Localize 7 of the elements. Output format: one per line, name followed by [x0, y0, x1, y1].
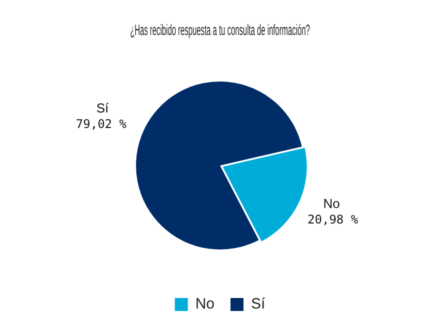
legend-label: No [195, 296, 215, 313]
data-label: 20,98 % [308, 212, 359, 226]
slice-label: No [323, 196, 340, 211]
data-label: 79,02 % [76, 116, 128, 131]
slice-label: Sí [96, 100, 110, 116]
legend-label: Sí [251, 296, 266, 313]
chart-title: ¿Has recibido respuesta a tu consulta de información? [130, 21, 310, 39]
